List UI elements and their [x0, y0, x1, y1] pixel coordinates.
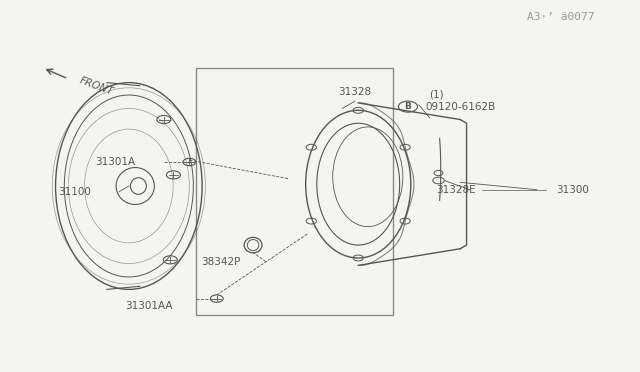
Text: 31328: 31328 — [339, 87, 372, 97]
Text: 31100: 31100 — [58, 186, 91, 196]
Text: FRONT: FRONT — [78, 76, 115, 97]
Text: 31301A: 31301A — [95, 157, 135, 167]
Text: 31301AA: 31301AA — [125, 301, 172, 311]
Bar — [196, 68, 394, 315]
Text: 31300: 31300 — [556, 185, 589, 195]
Text: B: B — [404, 102, 412, 111]
Text: 09120-6162B: 09120-6162B — [425, 102, 495, 112]
Text: 38342P: 38342P — [201, 257, 241, 267]
Text: 31328E: 31328E — [436, 185, 476, 195]
Text: A3·’ ä0077: A3·’ ä0077 — [527, 12, 594, 22]
Text: (1): (1) — [429, 89, 444, 99]
